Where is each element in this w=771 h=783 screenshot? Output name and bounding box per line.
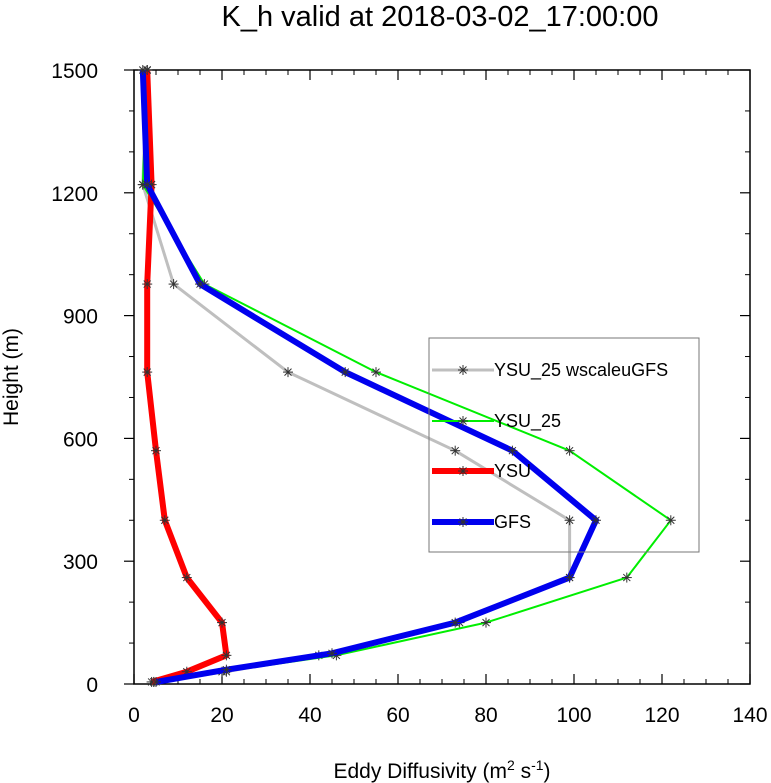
- legend-label: YSU_25 wscaleuGFS: [494, 360, 668, 381]
- data-point-marker: [564, 445, 575, 456]
- axis-ticks: [124, 69, 751, 685]
- legend: YSU_25 wscaleuGFS YSU_25 YSU GFS: [428, 337, 700, 553]
- data-point-marker: [168, 279, 179, 290]
- data-point-marker: [151, 676, 161, 687]
- y-tick-label: 600: [63, 428, 98, 451]
- data-point-marker: [371, 367, 381, 378]
- x-tick-label: 20: [210, 704, 233, 727]
- data-point-marker: [137, 65, 148, 75]
- y-tick-labels: 0 300 600 900 1200 1500: [51, 60, 98, 697]
- series-3: [137, 65, 601, 687]
- legend-item: YSU_25: [432, 411, 561, 432]
- legend-box: [428, 337, 700, 553]
- legend-item: YSU_25 wscaleuGFS: [432, 360, 668, 381]
- series-line: [144, 69, 230, 685]
- legend-items: YSU_25 wscaleuGFS YSU_25 YSU GFS: [432, 360, 668, 532]
- data-point-marker: [564, 515, 575, 526]
- y-tick-label: 1200: [51, 183, 98, 206]
- legend-marker: [458, 517, 468, 527]
- data-point-marker: [507, 445, 518, 456]
- data-point-marker: [591, 515, 601, 526]
- x-tick-label: 60: [386, 704, 409, 727]
- data-point-marker: [221, 650, 232, 661]
- data-point-marker: [564, 572, 575, 583]
- data-point-marker: [340, 367, 351, 378]
- data-point-marker: [217, 617, 227, 628]
- data-point-marker: [142, 179, 153, 190]
- x-tick-labels: 0 20 40 60 80 100 120 140: [128, 704, 767, 727]
- data-point-marker: [450, 617, 461, 628]
- series-2: [142, 65, 232, 687]
- data-point-marker: [450, 445, 461, 456]
- chart-title: K_h valid at 2018-03-02_17:00:00: [222, 1, 659, 33]
- y-tick-label: 300: [63, 551, 98, 574]
- x-tick-label: 140: [732, 704, 767, 727]
- legend-label: YSU: [494, 461, 531, 481]
- data-point-marker: [283, 367, 293, 378]
- legend-marker: [458, 466, 468, 476]
- legend-marker: [458, 365, 468, 375]
- data-point-marker: [195, 279, 205, 290]
- x-tick-label: 40: [298, 704, 321, 727]
- x-tick-label: 120: [644, 704, 679, 727]
- x-tick-label: 0: [128, 704, 140, 727]
- y-tick-label: 0: [86, 674, 98, 697]
- legend-item: GFS: [432, 512, 531, 532]
- data-point-marker: [142, 279, 153, 290]
- y-tick-label: 1500: [51, 60, 98, 83]
- data-point-marker: [221, 664, 232, 675]
- legend-label: GFS: [494, 512, 531, 532]
- x-tick-label: 100: [556, 704, 591, 727]
- data-point-marker: [142, 367, 153, 378]
- data-point-marker: [481, 617, 491, 628]
- legend-marker: [458, 416, 468, 426]
- legend-item: YSU: [432, 461, 531, 481]
- series-layer: [137, 65, 676, 687]
- x-tick-label: 80: [474, 704, 497, 727]
- data-point-marker: [159, 515, 170, 526]
- data-point-marker: [621, 572, 632, 583]
- data-point-marker: [665, 515, 676, 526]
- x-axis-label: Eddy Diffusivity (m2 s-1): [333, 757, 550, 783]
- y-axis-label: Height (m): [0, 328, 23, 426]
- data-point-marker: [181, 572, 192, 583]
- data-point-marker: [151, 445, 161, 456]
- data-point-marker: [327, 648, 337, 659]
- legend-label: YSU_25: [494, 411, 561, 432]
- y-tick-label: 900: [63, 306, 98, 329]
